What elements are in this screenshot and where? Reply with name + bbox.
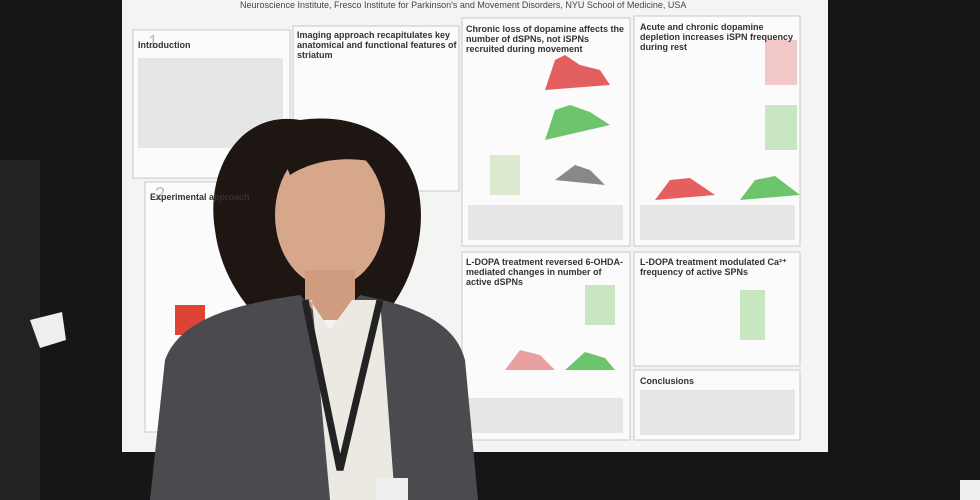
section-title: Introduction xyxy=(138,40,191,50)
plot-box xyxy=(765,40,797,85)
bangs xyxy=(280,134,395,175)
plot-box xyxy=(765,105,797,150)
plot-area xyxy=(505,350,555,370)
section-title: Imaging approach recapitulates key anato… xyxy=(297,30,457,60)
plot-area xyxy=(740,176,800,200)
section-title: L-DOPA treatment modulated Ca²⁺ frequenc… xyxy=(640,257,787,277)
section-number: 2 xyxy=(155,184,166,204)
text-block xyxy=(640,205,795,240)
panel xyxy=(633,251,801,367)
shirt xyxy=(310,300,395,500)
section-title: Experimental approach xyxy=(150,192,250,202)
paper-cup xyxy=(30,312,66,348)
plot-box xyxy=(490,155,520,195)
plot-box xyxy=(585,285,615,325)
plot-area xyxy=(655,178,715,200)
wall xyxy=(0,160,40,500)
text-block xyxy=(640,390,795,435)
plot-area xyxy=(545,105,610,140)
text-block xyxy=(468,205,623,240)
face xyxy=(275,143,385,287)
plot-area xyxy=(555,165,605,185)
plot-graphics xyxy=(175,40,800,370)
text-block xyxy=(468,398,623,433)
badge xyxy=(376,478,408,500)
lanyard xyxy=(301,299,384,471)
plot-area xyxy=(565,352,615,370)
section-title: Acute and chronic dopamine depletion inc… xyxy=(640,22,794,52)
section-number: 1 xyxy=(148,32,159,52)
cup xyxy=(960,480,980,500)
plot-area xyxy=(545,55,610,90)
plot-box xyxy=(740,290,765,340)
section-title: Conclusions xyxy=(640,376,695,386)
author-line: Neuroscience Institute, Fresco Institute… xyxy=(240,0,687,10)
text-lines xyxy=(138,58,795,435)
section-title: Chronic loss of dopamine affects the num… xyxy=(466,24,625,54)
section-title: L-DOPA treatment reversed 6-OHDA-mediate… xyxy=(466,257,624,287)
jacket xyxy=(150,295,478,500)
